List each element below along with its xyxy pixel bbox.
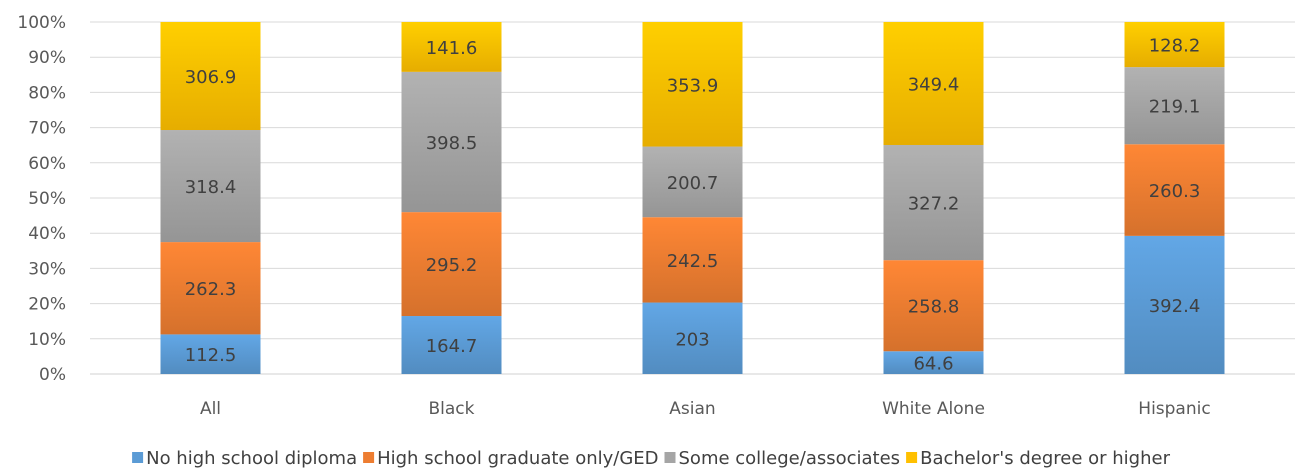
x-category-label: Black (429, 399, 475, 419)
y-tick-label: 40% (28, 224, 66, 244)
legend-item: Bachelor's degree or higher (906, 448, 1171, 469)
bars (160, 22, 1225, 374)
bar-segment (401, 22, 502, 72)
data-labels: 112.5 262.3 318.4 306.9 164.7 295.2 398.5 141.6… (185, 36, 1201, 375)
bar-segment (642, 302, 743, 374)
data-label: 203 (675, 329, 709, 350)
bar-segment (642, 217, 743, 303)
data-label: 318.4 (185, 177, 237, 198)
bar-segment (1124, 67, 1225, 145)
data-label: 200.7 (667, 173, 719, 194)
y-tick-label: 50% (28, 189, 66, 209)
data-label: 258.8 (908, 297, 960, 318)
y-tick-label: 100% (17, 13, 66, 33)
data-label: 392.4 (1149, 296, 1201, 317)
bar-segment (160, 334, 261, 374)
legend-label: Some college/associates (679, 448, 901, 469)
x-category-label: White Alone (882, 399, 985, 419)
bar-segment (401, 212, 502, 317)
legend-swatch (906, 452, 918, 463)
bar-segment (401, 316, 502, 374)
bar-segment (883, 351, 984, 374)
bar-segment (160, 242, 261, 335)
legend-label: Bachelor's degree or higher (920, 448, 1170, 469)
legend-label: High school graduate only/GED (377, 448, 658, 469)
x-axis-category-labels: All Black Asian White Alone Hispanic (200, 399, 1211, 419)
legend: No high school diploma High school gradua… (132, 448, 1171, 469)
data-label: 128.2 (1149, 36, 1201, 57)
bar-segment (883, 260, 984, 352)
data-label: 242.5 (667, 251, 719, 272)
y-tick-label: 70% (28, 119, 66, 139)
bar-segment (642, 146, 743, 218)
y-tick-label: 0% (39, 365, 66, 385)
data-label: 219.1 (1149, 97, 1201, 118)
legend-item: High school graduate only/GED (363, 448, 659, 469)
data-label: 306.9 (185, 67, 237, 88)
bar-segment (1124, 235, 1225, 374)
x-category-label: Asian (669, 399, 715, 419)
y-tick-label: 90% (28, 48, 66, 68)
data-label: 164.7 (426, 336, 478, 357)
bar-segment (883, 144, 984, 261)
y-axis-tick-labels: 0% 10% 20% 30% 40% 50% 60% 70% 80% 90% 100% (17, 13, 66, 385)
bar-segment (883, 22, 984, 145)
y-tick-label: 10% (28, 330, 66, 350)
data-label: 112.5 (185, 345, 237, 366)
y-tick-label: 80% (28, 83, 66, 103)
legend-item: No high school diploma (132, 448, 357, 469)
bar-segment (1124, 144, 1225, 236)
bar-segment (401, 71, 502, 213)
data-label: 398.5 (426, 133, 478, 154)
x-category-label: Hispanic (1138, 399, 1210, 419)
data-label: 349.4 (908, 74, 960, 95)
data-label: 353.9 (667, 75, 719, 96)
bar-segment (1124, 22, 1225, 68)
bar-segment (160, 22, 261, 131)
data-label: 260.3 (1149, 181, 1201, 202)
legend-swatch (132, 452, 144, 463)
data-label: 262.3 (185, 279, 237, 300)
legend-item: Some college/associates (664, 448, 901, 469)
bar-segment (642, 22, 743, 147)
data-label: 327.2 (908, 194, 960, 215)
legend-label: No high school diploma (146, 448, 357, 469)
legend-swatch (363, 452, 375, 463)
y-tick-label: 60% (28, 154, 66, 174)
y-tick-label: 20% (28, 295, 66, 315)
y-tick-label: 30% (28, 259, 66, 279)
x-category-label: All (200, 399, 221, 419)
legend-swatch (664, 452, 676, 463)
data-label: 64.6 (913, 354, 953, 375)
data-label: 141.6 (426, 38, 478, 59)
data-label: 295.2 (426, 255, 478, 276)
bar-segment (160, 130, 261, 243)
